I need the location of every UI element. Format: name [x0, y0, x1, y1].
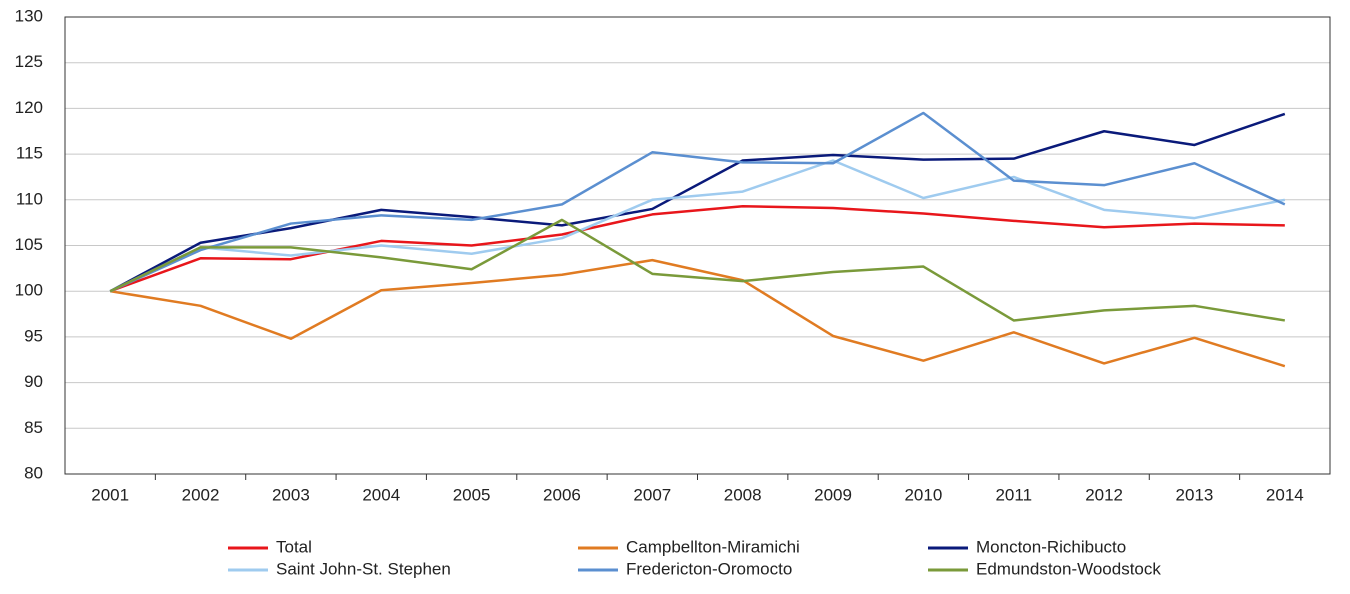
- x-tick-label: 2012: [1085, 485, 1123, 504]
- y-tick-label: 95: [24, 326, 43, 345]
- x-tick-label: 2008: [724, 485, 762, 504]
- series-line: [109, 112, 1286, 293]
- y-tick-label: 85: [24, 418, 43, 437]
- x-tick-label: 2006: [543, 485, 581, 504]
- y-tick-label: 130: [15, 6, 43, 25]
- x-tick-label: 2011: [995, 485, 1032, 504]
- y-tick-label: 105: [15, 235, 43, 254]
- series-line: [109, 111, 1286, 293]
- series-line: [109, 218, 1286, 322]
- series-line: [109, 204, 1285, 293]
- y-tick-label: 125: [15, 52, 43, 71]
- legend-label: Edmundston-Woodstock: [976, 559, 1161, 578]
- y-tick-label: 90: [24, 372, 43, 391]
- legend-label: Saint John-St. Stephen: [276, 559, 451, 578]
- legend-label: Fredericton-Oromocto: [626, 559, 792, 578]
- y-tick-label: 110: [16, 189, 43, 208]
- x-tick-label: 2010: [904, 485, 942, 504]
- legend-label: Campbellton-Miramichi: [626, 537, 800, 556]
- legend-label: Total: [276, 537, 312, 556]
- y-tick-label: 80: [24, 463, 43, 482]
- series-line: [109, 159, 1286, 293]
- x-tick-label: 2005: [453, 485, 491, 504]
- x-tick-label: 2004: [362, 485, 400, 504]
- y-tick-label: 115: [16, 144, 43, 163]
- x-tick-label: 2009: [814, 485, 852, 504]
- x-tick-label: 2001: [91, 485, 129, 504]
- x-tick-label: 2003: [272, 485, 310, 504]
- x-tick-label: 2002: [182, 485, 220, 504]
- legend-label: Moncton-Richibucto: [976, 537, 1126, 556]
- y-tick-label: 120: [15, 98, 43, 117]
- x-tick-label: 2014: [1266, 485, 1304, 504]
- x-tick-label: 2007: [633, 485, 671, 504]
- x-tick-label: 2013: [1176, 485, 1214, 504]
- series-line: [109, 258, 1286, 368]
- y-tick-label: 100: [15, 281, 43, 300]
